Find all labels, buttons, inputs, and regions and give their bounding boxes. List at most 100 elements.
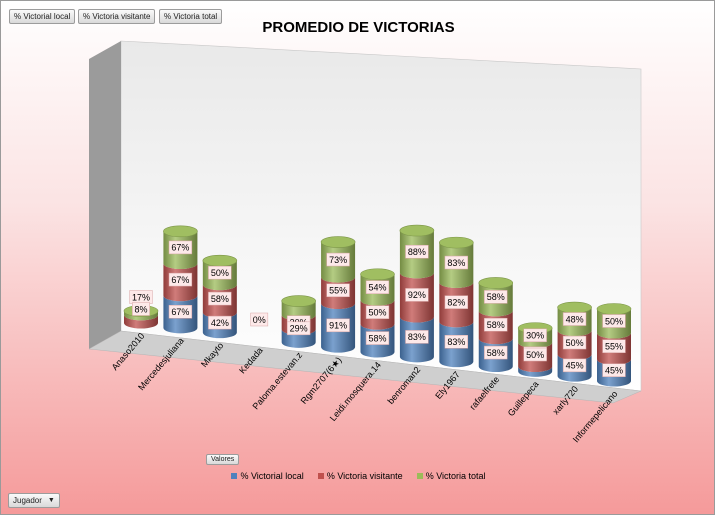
data-label-text: 83%: [408, 332, 426, 342]
bar-stack-xarly720: 45% 50% 48%: [557, 301, 592, 382]
bar-stack-leidi-mosquera-14: 58% 50% 54%: [360, 268, 395, 358]
data-label-text: 88%: [408, 247, 426, 257]
bar-stack-guillepeca: 10%50%30%: [517, 322, 553, 377]
data-label-total: 48%: [562, 312, 587, 326]
bar-stack-kedada: 0%: [250, 312, 269, 327]
data-label-box: [602, 363, 626, 377]
data-label-text: 45%: [605, 366, 623, 376]
data-label-box: [444, 295, 468, 309]
data-label-text: 17%: [132, 292, 150, 302]
bar-top-cap: [439, 236, 474, 249]
data-label-text: 83%: [447, 258, 465, 268]
data-label-text: 73%: [329, 255, 347, 265]
data-label-box: [168, 240, 193, 255]
bar-stack-anaso2010: 0%17%8%: [123, 290, 159, 329]
data-label-visitante: 50%: [562, 335, 587, 350]
data-label-total: 58%: [484, 290, 508, 304]
floor: [88, 330, 642, 404]
data-label-visitante: 58%: [208, 291, 232, 306]
data-label-text: 50%: [211, 268, 229, 278]
data-label-visitante: 55%: [326, 283, 350, 298]
data-label-visitante: 50%: [523, 347, 547, 362]
data-label-total: 30%: [523, 328, 547, 343]
bar-top-cap: [163, 225, 198, 238]
data-label-box: [365, 305, 390, 319]
data-label-box: [365, 331, 390, 345]
data-label-text: 82%: [447, 297, 465, 307]
data-label-box: [208, 291, 232, 306]
data-label-box: [602, 339, 626, 353]
data-label-text: 50%: [605, 316, 623, 326]
data-label-text: 48%: [566, 314, 584, 324]
data-label-text: 58%: [487, 348, 505, 358]
legend: % Victorial local % Victoria visitante %…: [1, 471, 714, 481]
data-label-total: 83%: [444, 255, 468, 270]
data-label-text: 54%: [368, 283, 386, 293]
row-field-dropdown[interactable]: Jugador ▼: [8, 493, 60, 508]
data-label-box: [326, 283, 350, 298]
data-label-box: [132, 302, 150, 316]
data-label-box: [444, 334, 468, 349]
bar-top-cap: [557, 301, 592, 314]
side-wall: [89, 41, 121, 349]
filter-button-visitante[interactable]: % Victoria visitante: [78, 9, 156, 24]
data-label-total: 88%: [405, 244, 429, 259]
values-field-button[interactable]: Valores: [206, 454, 240, 465]
data-label-text: 50%: [526, 350, 544, 360]
data-label-text: 67%: [171, 275, 189, 285]
data-label-text: 50%: [566, 338, 584, 348]
data-label-local: 42%: [208, 315, 232, 330]
legend-label-local: % Victorial local: [240, 471, 304, 481]
data-label-text: 58%: [211, 294, 229, 304]
data-label-text: 55%: [605, 342, 623, 352]
data-label-local: 91%: [326, 318, 350, 333]
data-label-text: 42%: [211, 318, 229, 328]
data-label-text: 45%: [566, 361, 584, 371]
data-label-text: 91%: [329, 321, 347, 331]
data-label-visitante: 17%: [129, 290, 153, 304]
data-label-box: [484, 317, 508, 332]
data-label-total: 50%: [602, 314, 626, 328]
data-label-local: 67%: [168, 305, 193, 319]
data-label-local: 45%: [602, 363, 626, 377]
data-label-box: [208, 315, 232, 330]
bar-stack-rgm2707-6: 91% 55% 73%: [320, 236, 356, 353]
filter-button-local[interactable]: % Victorial local: [9, 9, 76, 24]
bar-segment-local: [281, 329, 316, 348]
data-label-box: [523, 328, 547, 343]
data-label-box: [444, 255, 468, 270]
data-label-text: 29%: [290, 324, 308, 334]
data-label-visitante: 67%: [168, 272, 193, 287]
data-label-text: 67%: [171, 307, 189, 317]
legend-swatch-visitante: [317, 473, 324, 479]
bar-top-cap: [320, 236, 356, 248]
data-label-text: 67%: [171, 243, 189, 253]
filter-button-total[interactable]: % Victoria total: [159, 9, 223, 24]
data-label-text: 58%: [368, 333, 386, 343]
legend-item-local: % Victorial local: [231, 471, 304, 481]
bar-stack-benroman2: 83% 92% 88%: [399, 224, 435, 363]
legend-label-visitante: % Victoria visitante: [326, 471, 403, 481]
data-label-box: [326, 252, 350, 267]
data-label-box: [365, 280, 390, 294]
bar-stack-mkayto: 42% 58% 50%: [202, 254, 238, 339]
data-label-text: 8%: [134, 304, 147, 314]
data-label-visitante: 58%: [484, 317, 508, 332]
data-label-local: 58%: [484, 345, 508, 360]
data-label-local: 58%: [365, 331, 390, 345]
data-label-box: [484, 345, 508, 360]
data-label-text: 0%: [253, 315, 266, 325]
data-label-text: 58%: [487, 320, 505, 330]
data-label-total: 54%: [365, 280, 390, 294]
data-label-local: 45%: [562, 358, 587, 373]
data-label-box: [405, 244, 429, 259]
bar-segment-visitante: [124, 314, 158, 329]
legend-item-total: % Victoria total: [416, 471, 486, 481]
bar-stack-paloma-estevan-z: 27%30%29%: [281, 295, 316, 348]
data-label-box: [287, 321, 311, 336]
legend-item-visitante: % Victoria visitante: [317, 471, 403, 481]
bar-stack-mercedesjuliana: 67% 67% 67%: [163, 225, 198, 334]
data-label-total: 73%: [326, 252, 350, 267]
bar-top-cap: [360, 268, 395, 281]
